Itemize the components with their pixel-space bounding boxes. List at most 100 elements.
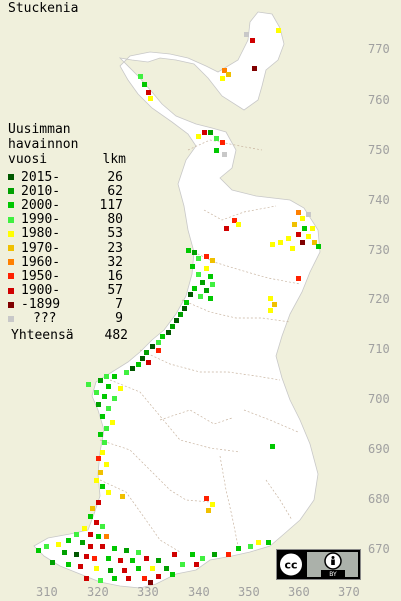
observation-square	[306, 234, 311, 239]
observation-square	[140, 356, 145, 361]
observation-square	[148, 580, 153, 585]
observation-square	[84, 554, 89, 559]
observation-square	[180, 562, 185, 567]
observation-square	[82, 526, 87, 531]
observation-square	[74, 532, 79, 537]
observation-square	[100, 414, 105, 419]
observation-square	[50, 560, 55, 565]
observation-square	[224, 226, 229, 231]
observation-square	[210, 258, 215, 263]
observation-square	[252, 66, 257, 71]
observation-square	[276, 28, 281, 33]
observation-square	[106, 384, 111, 389]
observation-square	[300, 240, 305, 245]
observation-square	[92, 556, 97, 561]
legend-swatch	[8, 245, 14, 252]
cc-by-license-badge[interactable]: cc BY	[276, 549, 361, 580]
legend-swatch	[8, 216, 14, 223]
observation-square	[220, 76, 225, 81]
observation-square	[84, 576, 89, 581]
observation-square	[80, 540, 85, 545]
observation-square	[268, 296, 273, 301]
observation-square	[204, 254, 209, 259]
observation-square	[120, 494, 125, 499]
cc-logo-icon	[278, 551, 304, 578]
legend-count: 117	[99, 197, 123, 213]
legend-label: 1980-	[21, 226, 61, 242]
x-axis-label: 350	[238, 585, 260, 599]
observation-square	[172, 552, 177, 557]
legend-count: 9	[115, 311, 123, 327]
legend-row: -1899 7	[8, 297, 128, 313]
observation-square	[88, 514, 93, 519]
observation-square	[208, 296, 213, 301]
observation-square	[130, 558, 135, 563]
observation-square	[44, 544, 49, 549]
legend-swatch	[8, 315, 14, 322]
observation-square	[94, 566, 99, 571]
observation-square	[108, 568, 113, 573]
observation-square	[130, 366, 135, 371]
observation-square	[138, 74, 143, 79]
observation-square	[310, 226, 315, 231]
observation-square	[226, 552, 231, 557]
legend-heading-line1: Uusimman	[8, 122, 71, 137]
observation-square	[146, 90, 151, 95]
observation-square	[208, 130, 213, 135]
cc-text: cc	[284, 559, 297, 572]
observation-square	[182, 306, 187, 311]
legend-count: 62	[107, 183, 123, 199]
observation-square	[146, 360, 151, 365]
y-axis-label: 700	[368, 392, 390, 406]
observation-square	[102, 394, 107, 399]
observation-square	[196, 272, 201, 277]
observation-square	[272, 302, 277, 307]
legend-label: 2010-	[21, 183, 61, 199]
legend-swatch	[8, 301, 14, 308]
legend-swatch	[8, 188, 14, 195]
observation-square	[62, 550, 67, 555]
observation-square	[106, 490, 111, 495]
observation-square	[66, 538, 71, 543]
observation-square	[156, 574, 161, 579]
observation-square	[98, 470, 103, 475]
observation-square	[56, 542, 61, 547]
observation-square	[266, 540, 271, 545]
legend-swatch	[8, 273, 14, 280]
observation-square	[94, 520, 99, 525]
observation-square	[156, 558, 161, 563]
x-axis-label: 340	[188, 585, 210, 599]
legend-row: 1950- 16	[8, 269, 128, 284]
legend-row: ??? 9	[8, 311, 128, 327]
observation-square	[286, 236, 291, 241]
observation-square	[100, 544, 105, 549]
observation-square	[86, 382, 91, 387]
observation-square	[112, 396, 117, 401]
observation-square	[214, 148, 219, 153]
observation-square	[186, 248, 191, 253]
legend-count: 57	[107, 283, 123, 299]
legend-label: -1899	[21, 297, 61, 313]
observation-square	[236, 546, 241, 551]
legend-heading-line2: havainnon	[8, 137, 79, 152]
observation-square	[204, 266, 209, 271]
legend-row: 1990- 80	[8, 212, 128, 228]
observation-square	[190, 552, 195, 557]
y-axis-label: 730	[368, 243, 390, 257]
legend-label: 2015-	[21, 169, 61, 185]
observation-square	[220, 140, 225, 145]
observation-square	[270, 444, 275, 449]
observation-square	[112, 374, 117, 379]
observation-square	[106, 556, 111, 561]
observation-square	[222, 152, 227, 157]
observation-square	[122, 568, 127, 573]
by-text: BY	[329, 571, 337, 578]
observation-square	[278, 240, 283, 245]
observation-square	[98, 432, 103, 437]
y-axis-label: 670	[368, 542, 390, 556]
observation-square	[124, 370, 129, 375]
observation-square	[316, 244, 321, 249]
legend-label: 1990-	[21, 212, 61, 228]
observation-square	[104, 534, 109, 539]
observation-square	[212, 552, 217, 557]
